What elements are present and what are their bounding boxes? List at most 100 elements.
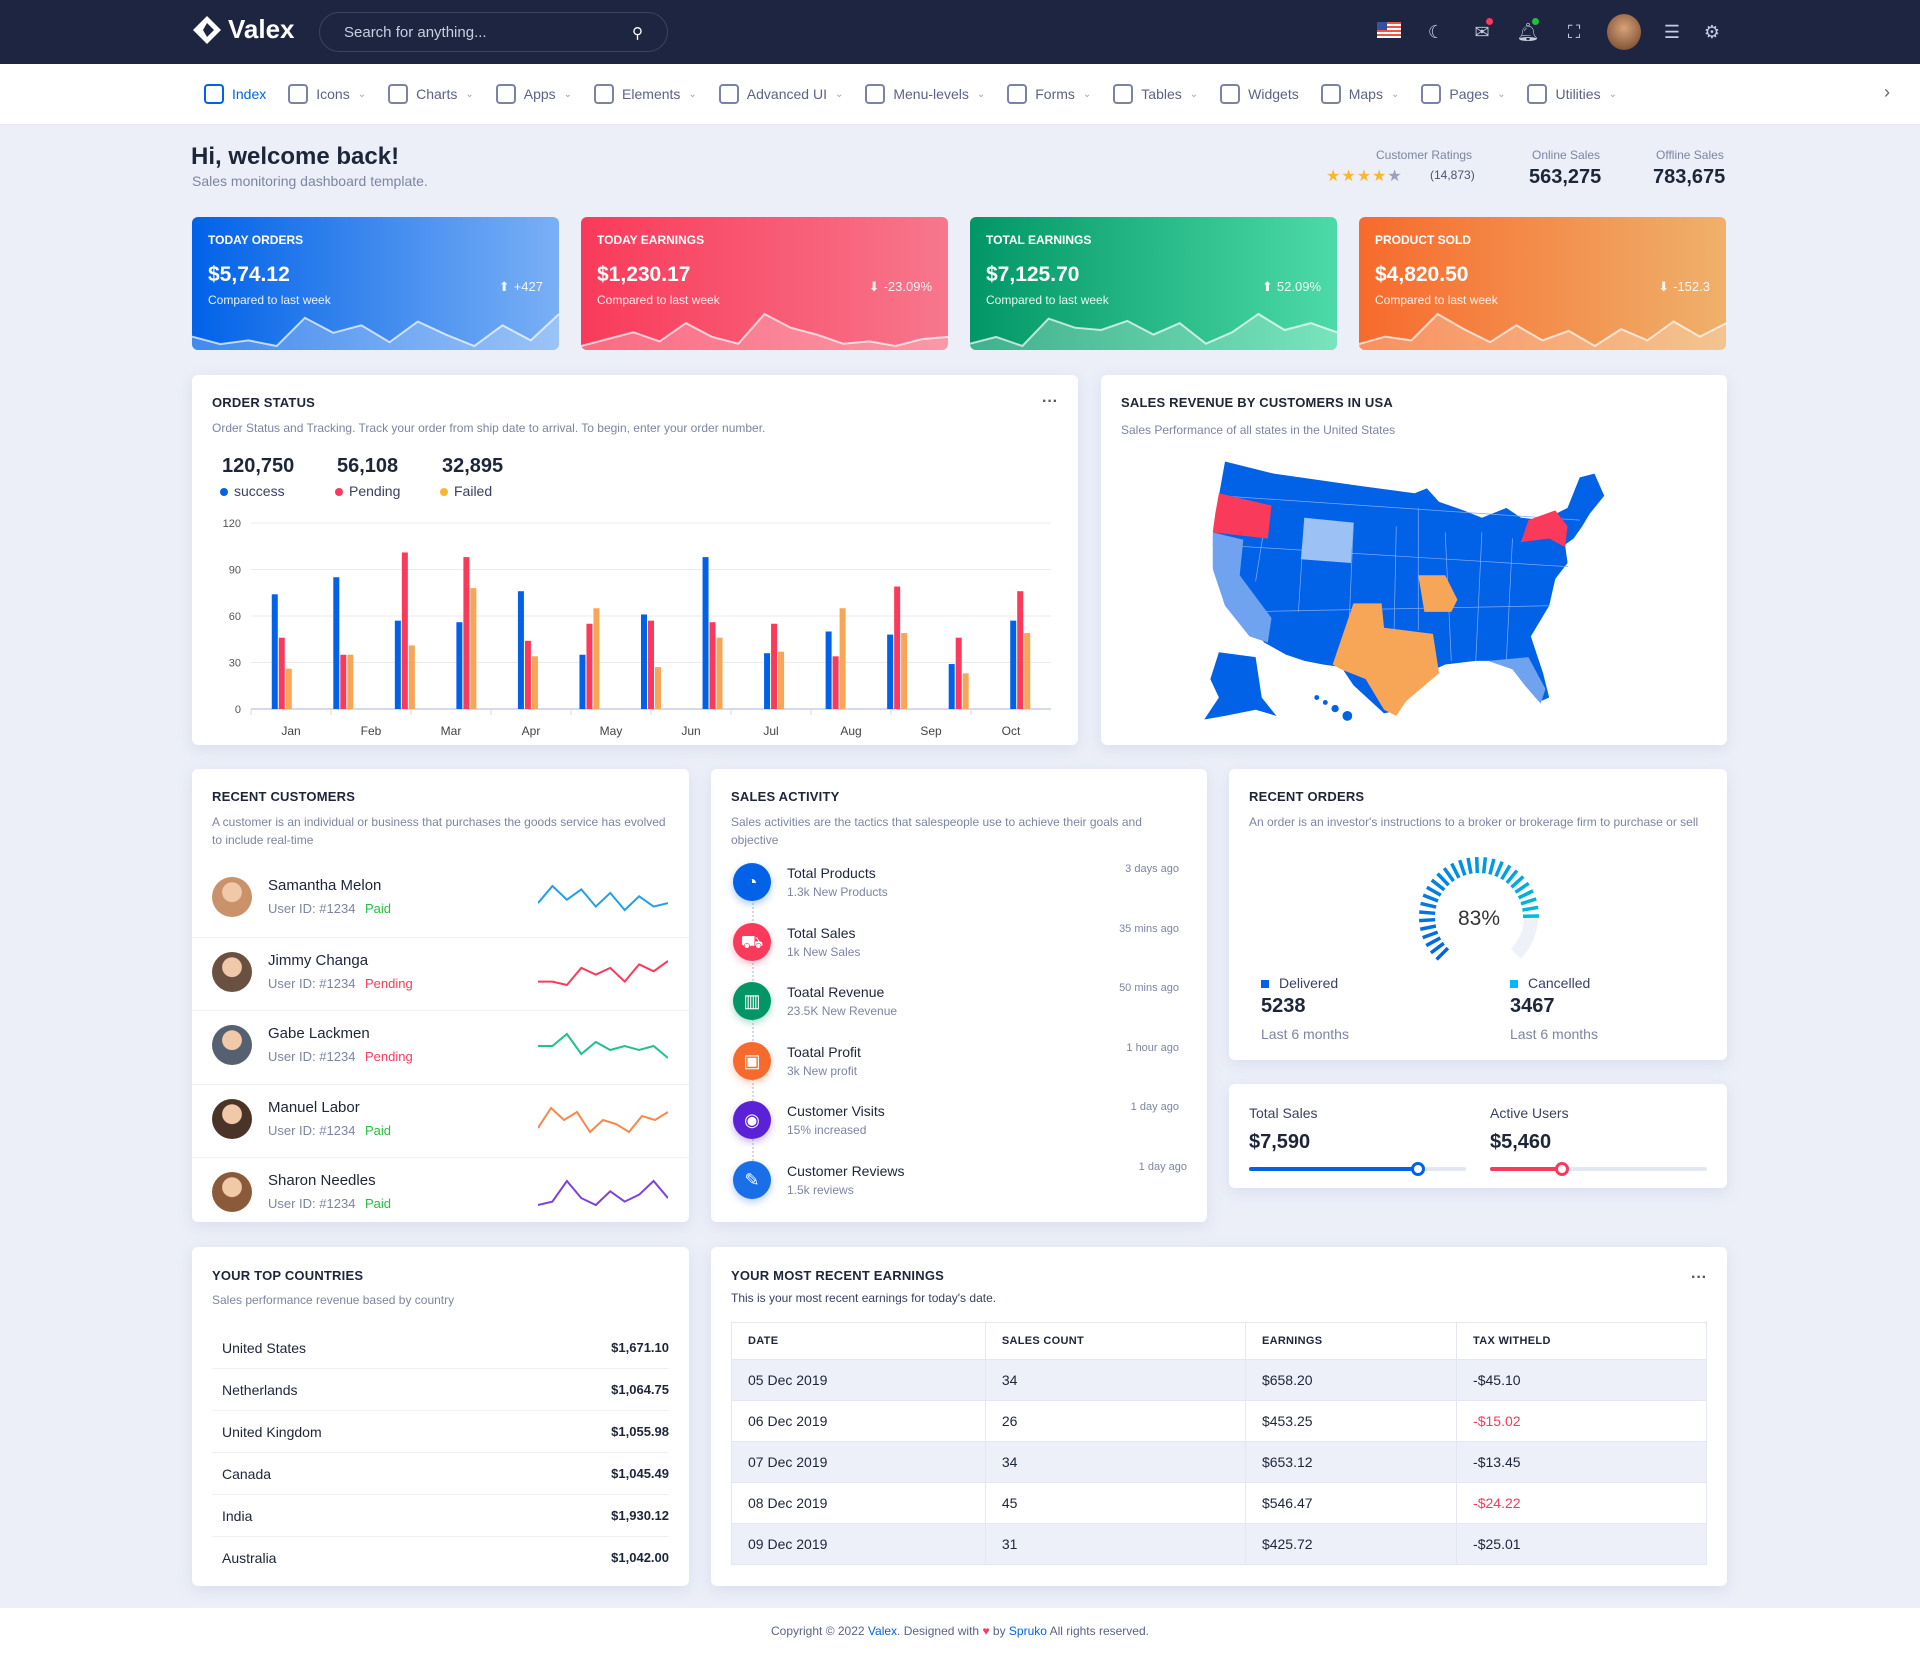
top-bar: Valex Search for anything... ⚲ ☾ ✉ 🔔︎ ⛶ … <box>0 0 1920 64</box>
moon-icon[interactable]: ☾ <box>1427 22 1445 42</box>
table-row: 06 Dec 2019 26 $453.25 -$15.02 <box>731 1400 1707 1442</box>
main-navigation: Index Icons ⌄ Charts ⌄ Apps ⌄ Elements ⌄ Advanced… <box>0 64 1920 125</box>
settings-gear-icon[interactable]: ⚙ <box>1703 22 1721 42</box>
kpi-change-value: -23.09% <box>883 279 932 294</box>
recent-customers-card: RECENT CUSTOMERS A customer is an indivi… <box>192 769 689 1222</box>
nav-item-apps[interactable]: Apps ⌄ <box>495 84 572 104</box>
footer-brand-link[interactable]: Valex <box>867 1624 898 1638</box>
bar-pending <box>278 637 285 709</box>
search-icon[interactable]: ⚲ <box>632 25 643 42</box>
nav-item-advanced-ui[interactable]: Advanced UI ⌄ <box>718 84 843 104</box>
column-header[interactable]: EARNINGS <box>1244 1322 1458 1360</box>
chevron-down-icon: ⌄ <box>688 88 697 100</box>
footer-rights: All rights reserved. <box>1046 1624 1149 1638</box>
customer-list-item[interactable]: Jimmy Changa User ID: #1234 Pending <box>192 936 689 1010</box>
customer-sparkline <box>538 959 668 986</box>
y-tick-label: 60 <box>229 611 241 623</box>
cancelled-label: Cancelled <box>1528 975 1591 991</box>
earnings-table: DATE SALES COUNT EARNINGS TAX WITHELD 05 De… <box>731 1322 1707 1565</box>
timeline-line <box>752 884 754 1184</box>
bell-icon[interactable]: 🔔︎ <box>1514 18 1542 46</box>
nav-item-maps[interactable]: Maps ⌄ <box>1320 84 1400 104</box>
customer-list-item[interactable]: Samantha Melon User ID: #1234 Paid <box>192 863 689 936</box>
footer-author-link[interactable]: Spruko <box>1008 1624 1047 1638</box>
nav-item-label: Charts <box>416 86 458 102</box>
sparkline-area <box>192 314 559 350</box>
nav-item-widgets[interactable]: Widgets <box>1220 84 1299 104</box>
country-name: United States <box>222 1340 307 1356</box>
more-options-icon[interactable]: ··· <box>1691 1269 1707 1286</box>
nav-item-charts[interactable]: Charts ⌄ <box>388 84 474 104</box>
menu-icon[interactable]: ☰ <box>1663 22 1681 42</box>
nav-item-menu-levels[interactable]: Menu-levels ⌄ <box>865 84 985 104</box>
gauge-tick <box>1430 878 1446 892</box>
sales-activity-card: SALES ACTIVITY Sales activities are the … <box>711 769 1207 1222</box>
rating-stars: ★★★★★ <box>1326 166 1403 186</box>
order-stat-legend: Pending <box>335 483 400 499</box>
kpi-change: ⬇ -152.3 <box>1658 279 1710 295</box>
nav-item-utilities[interactable]: Utilities ⌄ <box>1527 84 1617 104</box>
slider-handle[interactable] <box>1554 1162 1569 1176</box>
customer-list-item[interactable]: Manuel Labor User ID: #1234 Paid <box>192 1083 689 1157</box>
nav-item-index[interactable]: Index <box>204 84 266 104</box>
column-header[interactable]: DATE <box>731 1322 986 1360</box>
nav-item-icons[interactable]: Icons ⌄ <box>288 84 366 104</box>
slider-handle[interactable] <box>1411 1162 1426 1176</box>
legend-dot-icon <box>335 488 343 496</box>
progress-slider[interactable] <box>1490 1162 1707 1176</box>
brand-logo[interactable]: Valex <box>192 14 295 45</box>
column-header[interactable]: TAX WITHELD <box>1456 1322 1707 1360</box>
ratings-count: (14,873) <box>1430 168 1475 182</box>
country-revenue: $1,671.10 <box>611 1340 669 1355</box>
nav-scroll-right-icon[interactable]: › <box>1884 82 1890 102</box>
state-alaska <box>1204 652 1277 720</box>
country-row: India $1,930.12 <box>212 1495 669 1537</box>
user-avatar[interactable] <box>1607 14 1641 50</box>
card-description: Sales performance revenue based by count… <box>212 1293 455 1307</box>
usa-map[interactable] <box>1200 459 1617 722</box>
kpi-compare: Compared to last week <box>208 293 331 307</box>
column-header[interactable]: SALES COUNT <box>984 1322 1246 1360</box>
x-tick-label: Mar <box>441 724 462 738</box>
nav-item-pages[interactable]: Pages ⌄ <box>1421 84 1505 104</box>
star-filled-icon: ★ <box>1372 168 1388 185</box>
country-name: Australia <box>222 1550 277 1566</box>
activity-subtitle: 1k New Sales <box>787 944 861 959</box>
us-flag-icon[interactable] <box>1375 18 1403 46</box>
customer-status-badge: Paid <box>365 1196 392 1211</box>
order-status-card: ORDER STATUS Order Status and Tracking. … <box>192 375 1078 745</box>
cancelled-period: Last 6 months <box>1510 1026 1598 1042</box>
search-placeholder: Search for anything... <box>344 24 487 41</box>
customer-list-item[interactable]: Sharon Needles User ID: #1234 Paid <box>192 1157 689 1230</box>
kpi-sparkline <box>581 312 948 350</box>
chevron-down-icon: ⌄ <box>357 88 367 100</box>
chevron-down-icon: ⌄ <box>1390 88 1400 100</box>
order-stat-legend: success <box>220 483 285 499</box>
y-tick-label: 120 <box>223 518 241 530</box>
kpi-compare: Compared to last week <box>597 293 720 307</box>
eye-icon: ◉ <box>733 1101 771 1139</box>
nav-advanced-ui-icon <box>718 84 739 104</box>
more-options-icon[interactable]: ··· <box>1042 393 1058 410</box>
fullscreen-icon[interactable]: ⛶ <box>1567 22 1581 42</box>
search-input[interactable]: Search for anything... ⚲ <box>319 12 668 52</box>
gauge-tick <box>1510 875 1525 889</box>
nav-item-elements[interactable]: Elements ⌄ <box>594 84 697 104</box>
customer-status-badge: Paid <box>365 901 392 916</box>
table-row: 09 Dec 2019 31 $425.72 -$25.01 <box>731 1523 1707 1565</box>
gauge-tick <box>1505 869 1519 885</box>
nav-item-tables[interactable]: Tables ⌄ <box>1113 84 1198 104</box>
progress-slider[interactable] <box>1249 1162 1466 1176</box>
cell-count: 26 <box>984 1400 1246 1442</box>
nav-item-forms[interactable]: Forms ⌄ <box>1007 84 1091 104</box>
customer-list-item[interactable]: Gabe Lackmen User ID: #1234 Pending <box>192 1010 689 1083</box>
nav-item-label: Utilities <box>1555 86 1601 102</box>
state-california <box>1212 532 1272 643</box>
x-tick-label: Oct <box>1002 724 1021 738</box>
cancelled-value: 3467 <box>1510 995 1555 1017</box>
nav-menu-levels-icon <box>865 84 886 104</box>
cell-earnings: $453.25 <box>1244 1400 1458 1442</box>
cell-tax: -$24.22 <box>1456 1482 1707 1524</box>
mail-icon[interactable]: ✉ <box>1468 18 1496 46</box>
card-title: RECENT CUSTOMERS <box>212 789 356 804</box>
